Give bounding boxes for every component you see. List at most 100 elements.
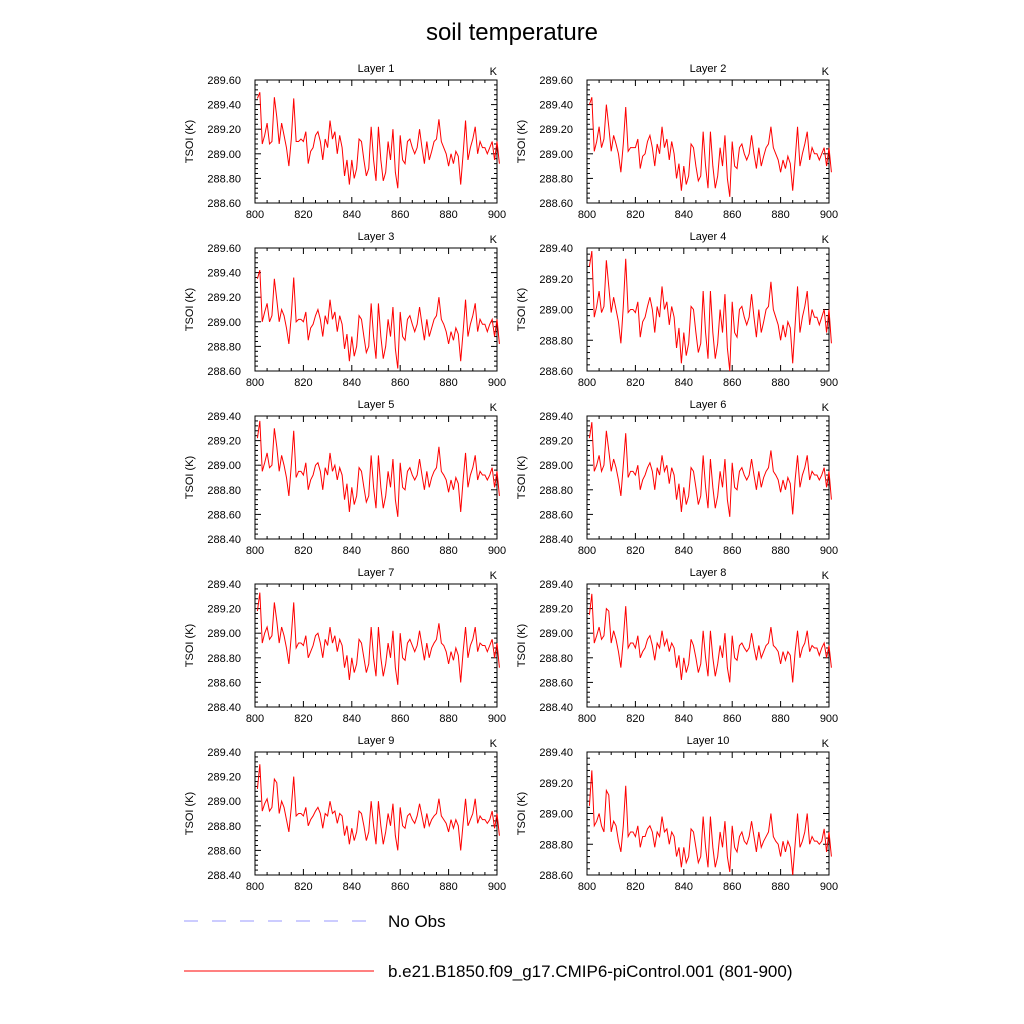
y-axis-label: TSOI (K) <box>516 288 528 331</box>
x-tick-label: 880 <box>439 713 457 725</box>
y-tick-label: 289.00 <box>207 460 241 472</box>
y-tick-label: 289.40 <box>207 579 241 591</box>
x-tick-label: 900 <box>820 209 838 221</box>
units-label: K <box>490 234 498 246</box>
x-tick-label: 840 <box>675 713 693 725</box>
panel-title: Layer 1 <box>358 63 395 75</box>
x-tick-label: 880 <box>439 209 457 221</box>
x-tick-label: 900 <box>820 713 838 725</box>
y-tick-label: 288.60 <box>539 677 573 689</box>
panel-grid: 800 820 840 860 880 900 288.60 288.80 289.00 289.… <box>184 63 838 893</box>
x-tick-label: 840 <box>343 713 361 725</box>
x-tick-label: 860 <box>723 209 741 221</box>
units-label: K <box>490 66 498 78</box>
series-line <box>588 770 832 876</box>
y-tick-label: 288.40 <box>539 702 573 714</box>
plot-frame <box>586 583 830 708</box>
x-tick-label: 840 <box>343 545 361 557</box>
y-tick-label: 289.00 <box>207 149 241 161</box>
units-label: K <box>822 738 830 750</box>
y-tick-label: 288.60 <box>207 198 241 210</box>
units-label: K <box>822 234 830 246</box>
y-tick-label: 288.80 <box>539 485 573 497</box>
panel-9: 800 820 840 860 880 900 288.40 288.60 288.80 289.… <box>184 735 506 893</box>
series-line <box>588 250 832 372</box>
x-tick-label: 800 <box>578 881 596 893</box>
series-line <box>256 592 500 685</box>
y-tick-label: 289.60 <box>539 75 573 87</box>
x-tick-label: 820 <box>294 377 312 389</box>
legend-obs-label: No Obs <box>388 912 446 931</box>
x-tick-label: 860 <box>391 881 409 893</box>
y-tick-label: 289.00 <box>539 305 573 317</box>
x-tick-label: 800 <box>578 545 596 557</box>
panel-title: Layer 3 <box>358 231 395 243</box>
y-tick-label: 289.20 <box>539 124 573 136</box>
panel-8: 800 820 840 860 880 900 288.40 288.60 288.80 289.… <box>516 567 838 725</box>
y-tick-label: 288.60 <box>539 366 573 378</box>
y-tick-label: 289.20 <box>207 436 241 448</box>
y-tick-label: 289.00 <box>207 628 241 640</box>
x-tick-label: 840 <box>343 377 361 389</box>
y-axis-label: TSOI (K) <box>184 120 196 163</box>
y-tick-label: 289.20 <box>539 436 573 448</box>
y-axis-label: TSOI (K) <box>184 288 196 331</box>
y-tick-label: 289.40 <box>207 100 241 112</box>
series-line <box>588 422 832 517</box>
x-tick-label: 900 <box>488 881 506 893</box>
x-tick-label: 800 <box>246 545 264 557</box>
series-line <box>256 764 500 851</box>
y-tick-label: 288.80 <box>539 839 573 851</box>
units-label: K <box>822 570 830 582</box>
y-tick-label: 288.60 <box>539 509 573 521</box>
panel-1: 800 820 840 860 880 900 288.60 288.80 289.00 289.… <box>184 63 506 221</box>
panel-title: Layer 10 <box>687 735 730 747</box>
x-tick-label: 840 <box>343 881 361 893</box>
x-tick-label: 880 <box>771 209 789 221</box>
y-tick-label: 289.40 <box>539 411 573 423</box>
x-tick-label: 840 <box>675 545 693 557</box>
panel-title: Layer 4 <box>690 231 727 243</box>
x-tick-label: 820 <box>294 713 312 725</box>
x-tick-label: 820 <box>294 545 312 557</box>
y-tick-label: 288.60 <box>207 677 241 689</box>
y-tick-label: 289.40 <box>539 100 573 112</box>
x-tick-label: 800 <box>578 377 596 389</box>
series-line <box>588 593 832 683</box>
panel-title: Layer 2 <box>690 63 727 75</box>
x-tick-label: 880 <box>439 881 457 893</box>
x-tick-label: 840 <box>675 881 693 893</box>
units-label: K <box>822 402 830 414</box>
y-tick-label: 288.80 <box>539 335 573 347</box>
panel-2: 800 820 840 860 880 900 288.60 288.80 289.00 289.… <box>516 63 838 221</box>
panel-title: Layer 9 <box>358 735 395 747</box>
y-tick-label: 288.60 <box>207 509 241 521</box>
units-label: K <box>490 570 498 582</box>
panel-4: 800 820 840 860 880 900 288.60 288.80 289.00 289.… <box>516 231 838 389</box>
y-tick-label: 289.20 <box>207 124 241 136</box>
x-tick-label: 860 <box>391 209 409 221</box>
plot-frame <box>586 415 830 540</box>
y-tick-label: 289.40 <box>539 243 573 255</box>
x-tick-label: 820 <box>294 881 312 893</box>
y-tick-label: 289.60 <box>207 75 241 87</box>
x-tick-label: 800 <box>246 377 264 389</box>
x-tick-label: 900 <box>488 713 506 725</box>
y-axis-label: TSOI (K) <box>184 624 196 667</box>
y-tick-label: 289.00 <box>539 460 573 472</box>
y-tick-label: 288.60 <box>539 198 573 210</box>
y-tick-label: 289.20 <box>207 604 241 616</box>
x-tick-label: 820 <box>626 713 644 725</box>
y-tick-label: 288.40 <box>207 534 241 546</box>
y-tick-label: 288.80 <box>207 821 241 833</box>
x-tick-label: 900 <box>488 209 506 221</box>
y-tick-label: 288.40 <box>539 534 573 546</box>
y-tick-label: 288.80 <box>207 653 241 665</box>
panel-title: Layer 8 <box>690 567 727 579</box>
plot-frame <box>586 751 830 876</box>
y-tick-label: 289.00 <box>207 796 241 808</box>
panel-3: 800 820 840 860 880 900 288.60 288.80 289.00 289.… <box>184 231 506 389</box>
panel-title: Layer 6 <box>690 399 727 411</box>
y-tick-label: 289.20 <box>539 778 573 790</box>
